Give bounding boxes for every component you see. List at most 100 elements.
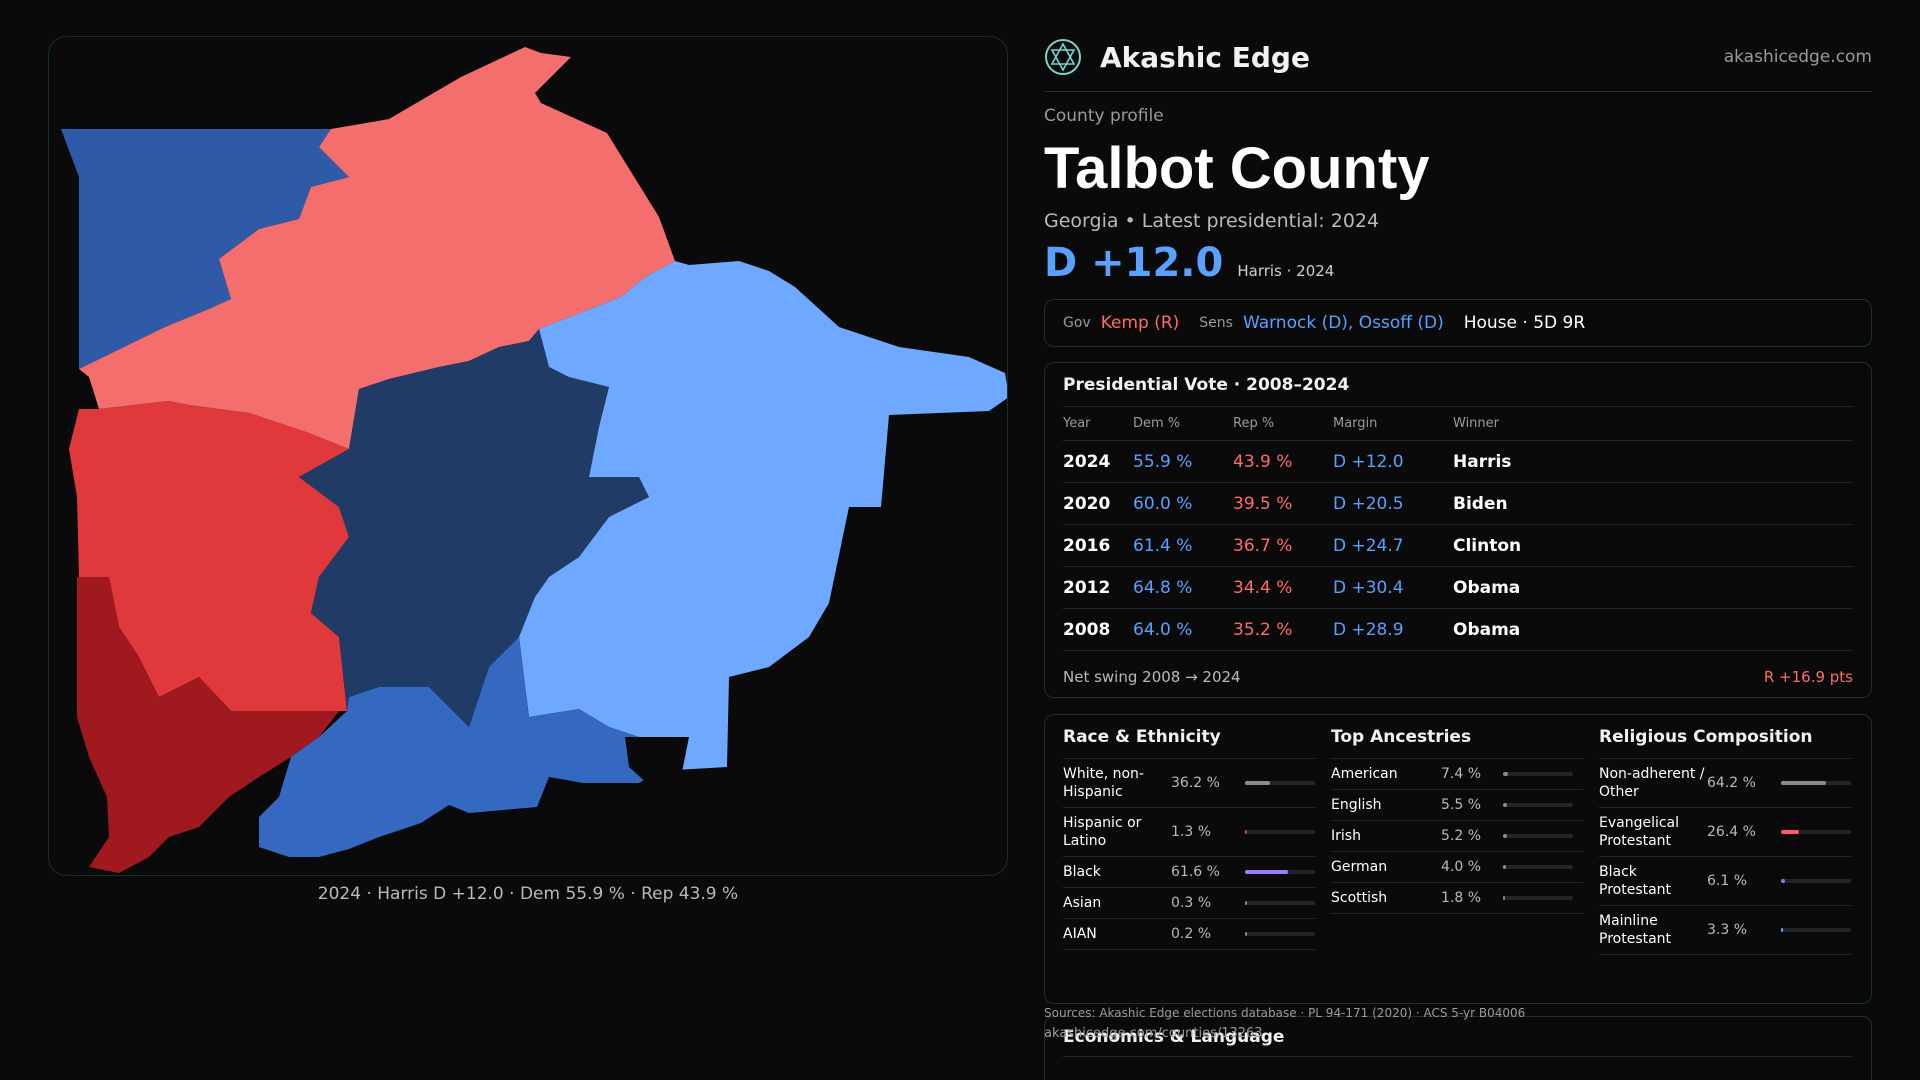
- row-margin: D +20.5: [1333, 493, 1404, 514]
- ancestry-label: American: [1331, 766, 1398, 782]
- row-winner: Clinton: [1453, 535, 1522, 556]
- religion-bar: [1781, 879, 1851, 883]
- row-rep: 39.5 %: [1233, 493, 1293, 514]
- religion-row: Mainline Protestant 3.3 %: [1599, 906, 1851, 955]
- table-row[interactable]: 2020 60.0 % 39.5 % D +20.5 Biden: [1063, 483, 1853, 525]
- race-bar: [1245, 932, 1315, 936]
- ancestry-row: American 7.4 %: [1331, 759, 1583, 790]
- brand-site-link[interactable]: akashicedge.com: [1723, 47, 1872, 67]
- religion-percent: 6.1 %: [1707, 873, 1748, 889]
- col-rep: Rep %: [1233, 416, 1275, 431]
- religion-bar: [1781, 830, 1851, 834]
- ancestry-bar-fill: [1503, 834, 1507, 838]
- map-gap: [625, 737, 689, 785]
- ancestry-percent: 7.4 %: [1441, 766, 1482, 782]
- ancestry-label: Irish: [1331, 828, 1361, 844]
- race-row: Hispanic or Latino 1.3 %: [1063, 808, 1315, 857]
- row-dem: 64.0 %: [1133, 619, 1193, 640]
- race-bar-fill: [1245, 830, 1248, 834]
- ancestry-row: German 4.0 %: [1331, 852, 1583, 883]
- economics-title: Economics & Language: [1063, 1017, 1853, 1057]
- profile-subtitle: Georgia • Latest presidential: 2024: [1044, 210, 1380, 232]
- county-map[interactable]: [48, 36, 1008, 876]
- ancestry-bar: [1503, 772, 1573, 776]
- religion-bar: [1781, 928, 1851, 932]
- row-dem: 55.9 %: [1133, 451, 1193, 472]
- ancestry-row: Scottish 1.8 %: [1331, 883, 1583, 914]
- col-year: Year: [1063, 416, 1091, 431]
- ancestry-bar: [1503, 803, 1573, 807]
- ancestry-list: American 7.4 % English 5.5 % Irish 5.2 % Germa…: [1331, 759, 1583, 914]
- precinct-south[interactable]: [259, 637, 667, 857]
- ancestry-percent: 5.5 %: [1441, 797, 1482, 813]
- religion-title: Religious Composition: [1599, 715, 1851, 759]
- race-label: Black: [1063, 864, 1101, 880]
- race-bar-fill: [1245, 932, 1248, 936]
- table-row[interactable]: 2008 64.0 % 35.2 % D +28.9 Obama: [1063, 609, 1853, 651]
- swing-value: R +16.9 pts: [1763, 668, 1853, 686]
- gov-label: Gov: [1063, 315, 1091, 331]
- row-margin: D +12.0: [1333, 451, 1404, 472]
- headline-margin: D +12.0 Harris · 2024: [1044, 240, 1872, 286]
- margin-value: D +12.0: [1044, 240, 1224, 286]
- row-rep: 34.4 %: [1233, 577, 1293, 598]
- precinct-map-svg[interactable]: [49, 37, 1008, 876]
- race-row: White, non-Hispanic 36.2 %: [1063, 759, 1315, 808]
- officials-bar: Gov Kemp (R) Sens Warnock (D), Ossoff (D…: [1044, 299, 1872, 347]
- race-label: AIAN: [1063, 926, 1097, 942]
- race-row: Black 61.6 %: [1063, 857, 1315, 888]
- religion-column: Religious Composition Non-adherent / Oth…: [1599, 715, 1851, 1003]
- votes-table-header: Year Dem % Rep % Margin Winner: [1063, 407, 1853, 441]
- precinct-east[interactable]: [519, 261, 1008, 771]
- brand-name: Akashic Edge: [1100, 40, 1310, 74]
- ancestry-bar-fill: [1503, 896, 1506, 900]
- ancestry-bar-fill: [1503, 772, 1509, 776]
- race-label: White, non-Hispanic: [1063, 766, 1144, 800]
- sens-label: Sens: [1199, 315, 1233, 331]
- row-winner: Biden: [1453, 493, 1508, 514]
- precinct-west-central[interactable]: [69, 401, 349, 711]
- ancestry-percent: 1.8 %: [1441, 890, 1482, 906]
- race-label: Hispanic or Latino: [1063, 815, 1142, 849]
- row-dem: 61.4 %: [1133, 535, 1193, 556]
- ancestry-column: Top Ancestries American 7.4 % English 5.5 %…: [1331, 715, 1583, 1003]
- row-year: 2012: [1063, 577, 1111, 598]
- senators-link[interactable]: Warnock (D), Ossoff (D): [1242, 313, 1444, 333]
- col-margin: Margin: [1333, 416, 1378, 431]
- religion-label: Non-adherent / Other: [1599, 766, 1705, 800]
- votes-title: Presidential Vote · 2008–2024: [1063, 363, 1853, 407]
- table-row[interactable]: 2012 64.8 % 34.4 % D +30.4 Obama: [1063, 567, 1853, 609]
- row-winner: Harris: [1453, 451, 1512, 472]
- precinct-north[interactable]: [79, 47, 675, 449]
- race-bar-fill: [1245, 870, 1289, 874]
- net-swing: Net swing 2008 → 2024 R +16.9 pts: [1063, 651, 1853, 703]
- race-label: Asian: [1063, 895, 1102, 911]
- precinct-central[interactable]: [299, 329, 649, 727]
- race-bar-fill: [1245, 901, 1248, 905]
- religion-bar-fill: [1781, 879, 1786, 883]
- row-dem: 60.0 %: [1133, 493, 1193, 514]
- ancestry-label: Scottish: [1331, 890, 1388, 906]
- race-bar: [1245, 901, 1315, 905]
- header-divider: [1044, 91, 1872, 92]
- precinct-west[interactable]: [61, 129, 349, 369]
- ancestry-bar: [1503, 865, 1573, 869]
- precinct-southwest[interactable]: [77, 577, 339, 873]
- governor-link[interactable]: Kemp (R): [1100, 313, 1180, 333]
- religion-row: Evangelical Protestant 26.4 %: [1599, 808, 1851, 857]
- page-url[interactable]: akashicedge.com/counties/13263: [1044, 1026, 1263, 1041]
- religion-row: Black Protestant 6.1 %: [1599, 857, 1851, 906]
- col-winner: Winner: [1453, 416, 1500, 431]
- table-row[interactable]: 2024 55.9 % 43.9 % D +12.0 Harris: [1063, 441, 1853, 483]
- table-row[interactable]: 2016 61.4 % 36.7 % D +24.7 Clinton: [1063, 525, 1853, 567]
- religion-percent: 64.2 %: [1707, 775, 1756, 791]
- row-dem: 64.8 %: [1133, 577, 1193, 598]
- ancestry-title: Top Ancestries: [1331, 715, 1583, 759]
- col-dem: Dem %: [1133, 416, 1181, 431]
- ancestry-bar: [1503, 834, 1573, 838]
- row-year: 2020: [1063, 493, 1111, 514]
- ancestry-label: English: [1331, 797, 1382, 813]
- race-column: Race & Ethnicity White, non-Hispanic 36.2…: [1063, 715, 1315, 1003]
- religion-bar-fill: [1781, 830, 1800, 834]
- swing-label: Net swing 2008 → 2024: [1063, 668, 1241, 686]
